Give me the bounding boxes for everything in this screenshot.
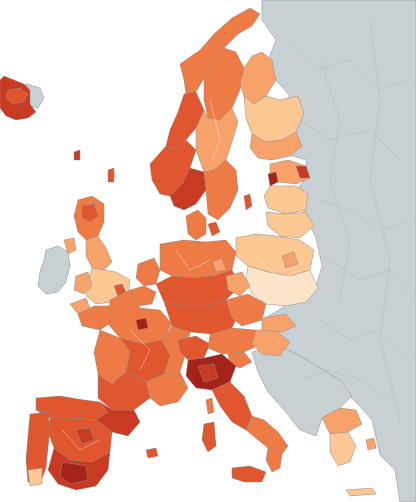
region-germany-east bbox=[225, 271, 251, 297]
subdivision-lines bbox=[61, 19, 415, 451]
region-austria bbox=[207, 327, 263, 355]
region-brittany bbox=[77, 305, 113, 331]
region-sardinia bbox=[201, 421, 217, 453]
region-northern-ireland bbox=[63, 237, 77, 255]
region-lithuania bbox=[265, 211, 315, 239]
region-finland-south bbox=[249, 131, 303, 161]
region-sweden-mid bbox=[195, 107, 239, 173]
region-scotland-highlands bbox=[81, 203, 99, 223]
region-sweden-north bbox=[203, 47, 245, 121]
region-saaremaa bbox=[267, 171, 279, 187]
region-crete bbox=[345, 487, 377, 497]
region-italy-north-inner bbox=[197, 363, 219, 383]
region-france-north bbox=[107, 289, 173, 345]
region-poland-warsaw bbox=[281, 251, 299, 269]
region-iceland-north bbox=[5, 87, 29, 105]
region-germany-berlin bbox=[211, 257, 227, 273]
region-denmark bbox=[185, 209, 207, 241]
region-slovakia bbox=[261, 313, 297, 333]
region-finland-mid bbox=[243, 95, 305, 143]
region-sweden-gotland bbox=[243, 193, 253, 211]
region-finland-north bbox=[239, 51, 277, 105]
region-france-east bbox=[161, 325, 191, 375]
region-wales bbox=[73, 271, 93, 295]
region-greek-islands bbox=[365, 437, 377, 451]
region-corsica bbox=[205, 397, 215, 415]
region-calabria bbox=[265, 447, 283, 473]
region-portugal bbox=[25, 411, 51, 485]
region-italy-south bbox=[245, 415, 289, 455]
region-latvia bbox=[263, 185, 309, 215]
data-regions bbox=[0, 7, 377, 497]
region-portugal-south bbox=[27, 467, 43, 487]
region-sweden-south bbox=[203, 159, 239, 221]
region-sicily bbox=[231, 465, 267, 483]
region-england-north bbox=[85, 235, 113, 271]
region-balearics bbox=[145, 447, 159, 459]
region-poland-south bbox=[245, 265, 319, 307]
region-spain-northeast bbox=[95, 401, 141, 437]
region-estonia-tallinn bbox=[295, 165, 311, 179]
region-greece-south bbox=[329, 431, 357, 467]
region-paris bbox=[135, 317, 149, 331]
region-shetland bbox=[107, 167, 115, 183]
ireland-no-data bbox=[37, 245, 71, 295]
region-madrid bbox=[75, 427, 95, 445]
region-andalusia bbox=[59, 461, 89, 485]
region-faroe bbox=[73, 149, 81, 161]
region-denmark-zealand bbox=[207, 221, 221, 237]
